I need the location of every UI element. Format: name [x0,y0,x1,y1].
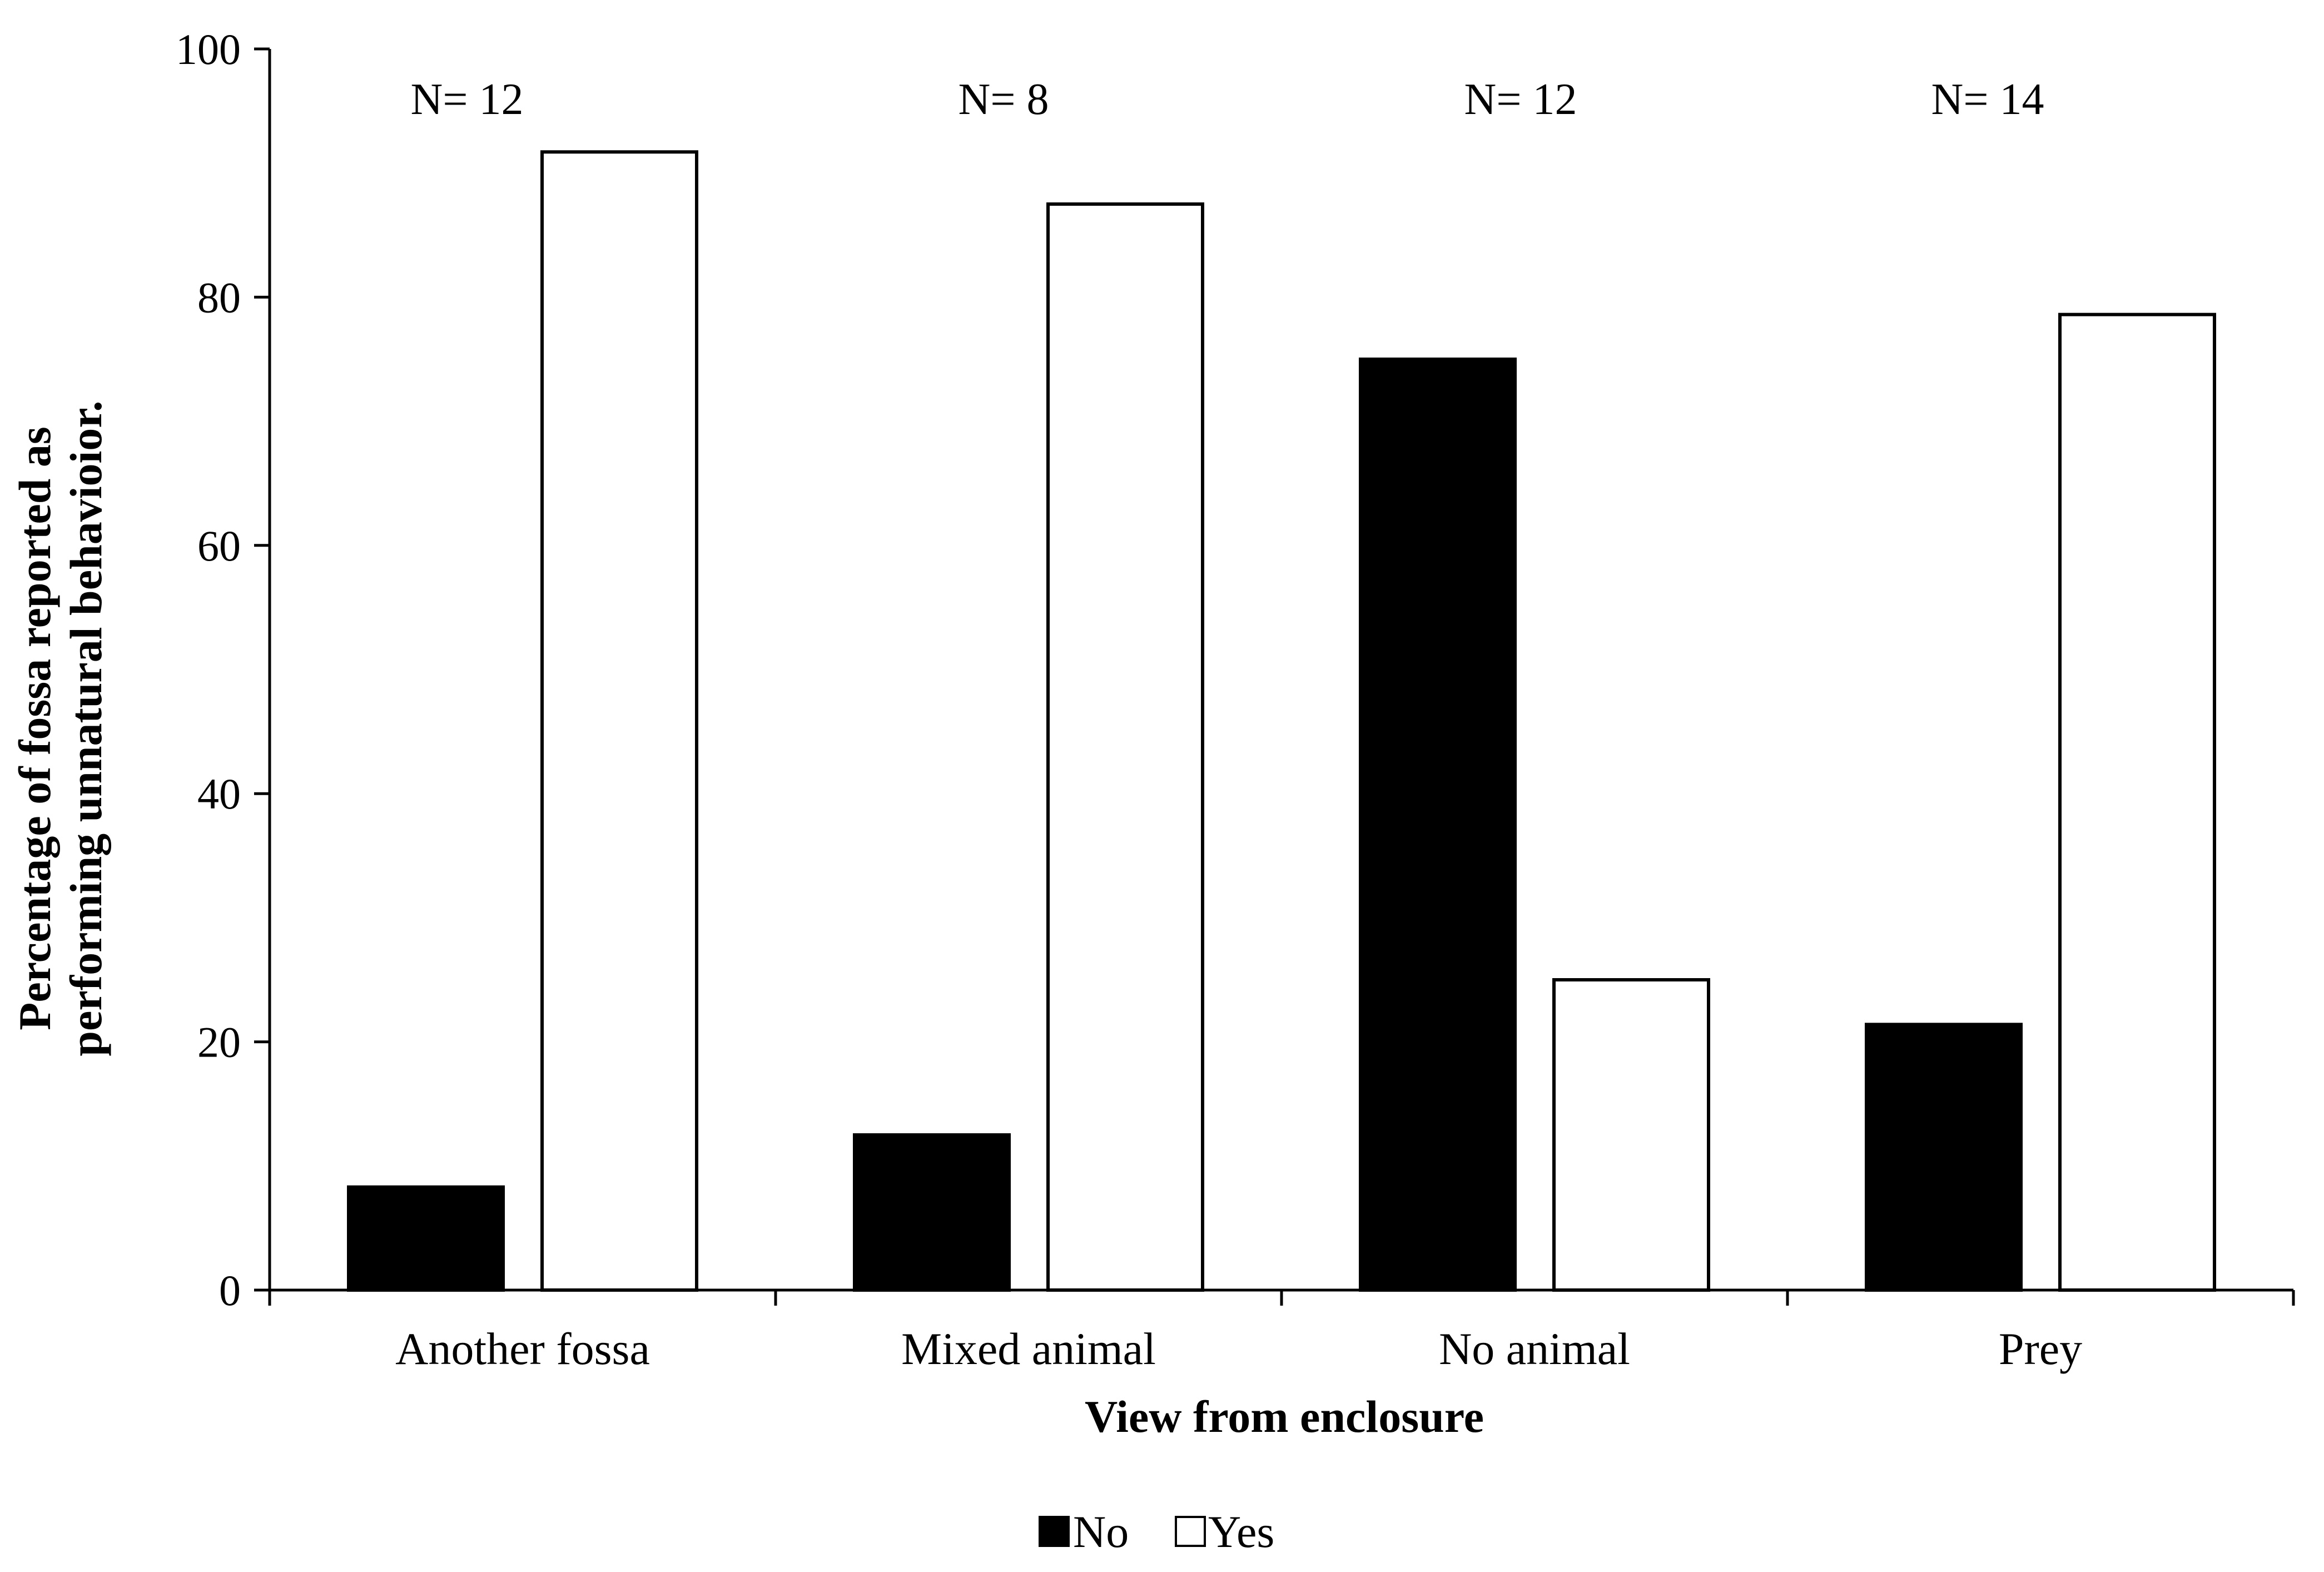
y-tick-label: 40 [197,770,241,818]
n-annotation: N= 14 [1931,75,2044,124]
y-tick-label: 100 [176,25,241,73]
bar-yes-1 [1046,202,1204,1292]
legend-swatch-yes [1175,1516,1206,1547]
y-tick-label: 80 [197,273,241,321]
x-axis-title: View from enclosure [1085,1391,1484,1442]
n-annotation: N= 12 [1464,75,1577,124]
legend: No Yes [1039,1506,1274,1557]
x-tick-label: Prey [1999,1323,2082,1374]
bar-no-3 [1865,1023,2023,1292]
y-tick-label: 0 [219,1266,241,1315]
x-tick-label: Another fossa [395,1323,650,1374]
bar-no-0 [347,1185,505,1292]
legend-label-yes: Yes [1208,1506,1274,1557]
x-axis: Another fossa Mixed animal No animal Prey [268,1288,2295,1374]
bar-yes-3 [2058,313,2216,1292]
y-axis: 0 20 40 60 80 100 [176,25,271,1315]
bar-yes-0 [540,150,698,1292]
legend-label-no: No [1073,1506,1129,1557]
y-axis-title-line-2: performing unnatural behavioior. [61,400,111,1056]
n-annotation: N= 12 [411,75,524,124]
legend-swatch-no [1039,1516,1070,1547]
bars [347,150,2216,1292]
bar-yes-2 [1552,978,1710,1292]
x-tick-label: Mixed animal [901,1323,1156,1374]
y-axis-title: Percentage of fossa reported as performi… [9,400,111,1056]
y-tick-label: 60 [197,522,241,570]
n-annotations: N= 12 N= 8 N= 12 N= 14 [411,75,2044,124]
bar-no-1 [853,1133,1011,1292]
y-axis-title-line-1: Percentage of fossa reported as [9,427,60,1030]
n-annotation: N= 8 [959,75,1049,124]
x-tick-label: No animal [1439,1323,1630,1374]
bar-no-2 [1359,358,1517,1292]
y-tick-label: 20 [197,1018,241,1067]
